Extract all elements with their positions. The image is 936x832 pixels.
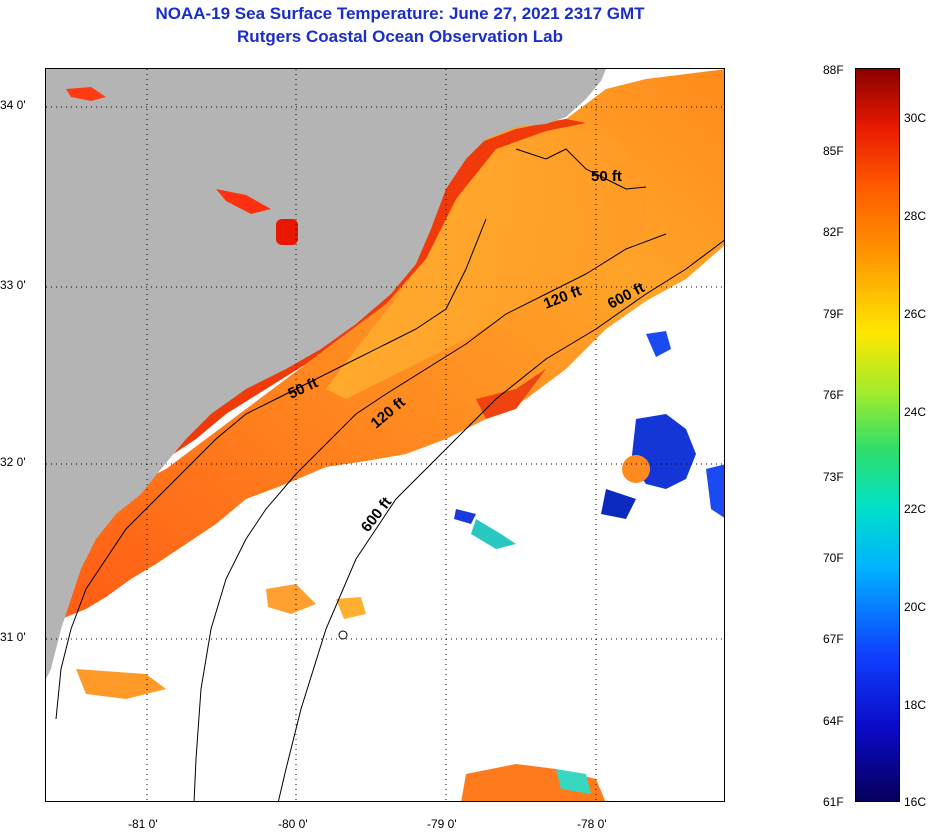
- latitude-label: 31 0': [0, 630, 26, 644]
- land-mass: [46, 69, 606, 679]
- colorbar-f-label: 88F: [823, 63, 844, 77]
- colorbar-f-label: 85F: [823, 144, 844, 158]
- inland-lake: [216, 189, 271, 214]
- longitude-label: -81 0': [128, 817, 158, 831]
- colorbar-c-label: 30C: [904, 111, 927, 125]
- colorbar-f-label: 70F: [823, 551, 844, 565]
- contour-label: 50 ft: [591, 168, 622, 185]
- warm-eddy: [622, 455, 650, 483]
- colorbar-f-label: 79F: [823, 307, 844, 321]
- chart-subtitle: Rutgers Coastal Ocean Observation Lab: [237, 27, 563, 46]
- cool-water-patch: [471, 519, 516, 549]
- cool-water-patch: [454, 509, 476, 524]
- contour-50ft: [55, 148, 647, 720]
- colorbar-c-label: 24C: [904, 405, 927, 419]
- colorbar-c-label: 28C: [904, 209, 927, 223]
- colorbar-f-label: 76F: [823, 388, 844, 402]
- bathymetry-contours: [55, 148, 724, 801]
- latitude-label: 33 0': [0, 278, 26, 292]
- colorbar-c-label: 18C: [904, 698, 927, 712]
- warm-fragment: [266, 584, 316, 614]
- contour-120ft: [193, 233, 667, 801]
- colorbar-f-label: 82F: [823, 225, 844, 239]
- chart-title: NOAA-19 Sea Surface Temperature: June 27…: [155, 4, 645, 23]
- cool-water-patch: [601, 489, 636, 519]
- inland-lake: [276, 219, 298, 245]
- colorbar-c-label: 16C: [904, 795, 927, 809]
- colorbar-f-label: 67F: [823, 632, 844, 646]
- cool-water-patch: [646, 331, 671, 357]
- sst-map-canvas: 50 ft 50 ft 120 ft 120 ft 600 ft 600 ft: [46, 69, 724, 801]
- temperature-colorbar: [855, 68, 900, 802]
- colorbar-c-label: 20C: [904, 600, 927, 614]
- longitude-label: -80 0': [278, 817, 308, 831]
- colorbar-f-label: 73F: [823, 470, 844, 484]
- latitude-label: 34 0': [0, 98, 26, 112]
- colorbar-f-label: 61F: [823, 795, 844, 809]
- warm-fragment: [76, 669, 166, 699]
- contour-600ft: [277, 239, 724, 801]
- warm-fragment: [336, 597, 366, 619]
- colorbar-f-label: 64F: [823, 714, 844, 728]
- colorbar-c-label: 26C: [904, 307, 927, 321]
- inland-lake: [66, 87, 106, 101]
- station-marker: [338, 630, 348, 640]
- shelf-water: [326, 127, 646, 399]
- longitude-label: -78 0': [577, 817, 607, 831]
- colorbar-c-label: 22C: [904, 502, 927, 516]
- cool-water-patch: [556, 769, 591, 794]
- graticule: [46, 69, 724, 801]
- longitude-label: -79 0': [427, 817, 457, 831]
- latitude-label: 32 0': [0, 455, 26, 469]
- cool-water-patch: [706, 464, 724, 518]
- sst-map: 50 ft 50 ft 120 ft 120 ft 600 ft 600 ft: [45, 68, 725, 802]
- offshore-warm-patch: [476, 369, 546, 419]
